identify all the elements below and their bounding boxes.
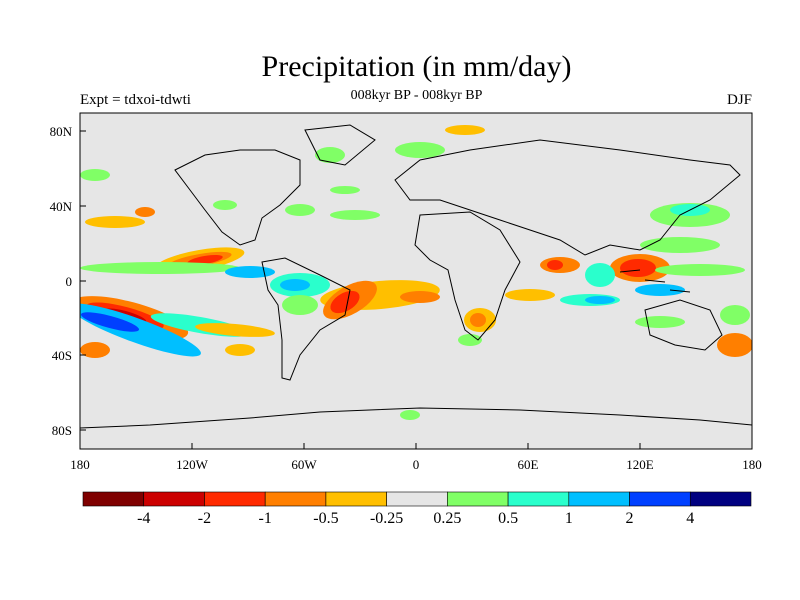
colorbar-swatch bbox=[204, 491, 266, 507]
anomaly-shading bbox=[80, 125, 752, 420]
season-label: DJF bbox=[726, 92, 752, 108]
colorbar-swatch bbox=[386, 491, 448, 507]
colorbar-swatch bbox=[507, 491, 570, 507]
colorbar-swatch bbox=[689, 491, 752, 507]
chart-title: Precipitation (in mm/day) bbox=[261, 50, 572, 83]
colorbar-swatch bbox=[264, 491, 327, 507]
colorbar-swatch bbox=[629, 491, 691, 507]
lat-tick-label: 80N bbox=[50, 124, 73, 139]
colorbar-label: -4 bbox=[137, 510, 150, 527]
latitude-ticks: 80N 40N 0 40S 80S bbox=[50, 124, 86, 438]
colorbar-label: -0.25 bbox=[370, 510, 403, 527]
colorbar-swatch bbox=[82, 491, 145, 507]
colorbar-swatch bbox=[568, 491, 630, 507]
colorbar-label: 2 bbox=[626, 510, 634, 527]
lon-tick-label: 120E bbox=[626, 457, 654, 472]
colorbar-label: 0.25 bbox=[433, 510, 461, 527]
colorbar-swatch bbox=[325, 491, 387, 507]
colorbar-label: 4 bbox=[686, 510, 694, 527]
colorbar-label: -0.5 bbox=[313, 510, 338, 527]
lat-tick-label: 0 bbox=[66, 274, 73, 289]
lon-tick-label: 60W bbox=[291, 457, 317, 472]
lon-tick-label: 180 bbox=[70, 457, 90, 472]
colorbar-label: -1 bbox=[259, 510, 272, 527]
lon-tick-label: 120W bbox=[176, 457, 209, 472]
colorbar-swatch bbox=[143, 491, 205, 507]
colorbar-label: 1 bbox=[565, 510, 573, 527]
lat-tick-label: 80S bbox=[52, 423, 72, 438]
colorbar-swatch bbox=[447, 491, 509, 507]
chart-subtitle: 008kyr BP - 008kyr BP bbox=[350, 88, 483, 103]
experiment-label: Expt = tdxoi-tdwti bbox=[80, 92, 191, 108]
longitude-ticks: 180 120W 60W 0 60E 120E 180 bbox=[70, 443, 762, 472]
lat-tick-label: 40S bbox=[52, 348, 72, 363]
lon-tick-label: 0 bbox=[413, 457, 420, 472]
coastlines bbox=[80, 124, 752, 429]
lat-tick-label: 40N bbox=[50, 199, 73, 214]
lon-tick-label: 180 bbox=[742, 457, 762, 472]
colorbar-label: -2 bbox=[198, 510, 211, 527]
lon-tick-label: 60E bbox=[518, 457, 539, 472]
colorbar-label: 0.5 bbox=[498, 510, 518, 527]
colorbar: -4 -2 -1 -0.5 -0.25 0.25 0.5 1 2 4 bbox=[82, 491, 752, 527]
